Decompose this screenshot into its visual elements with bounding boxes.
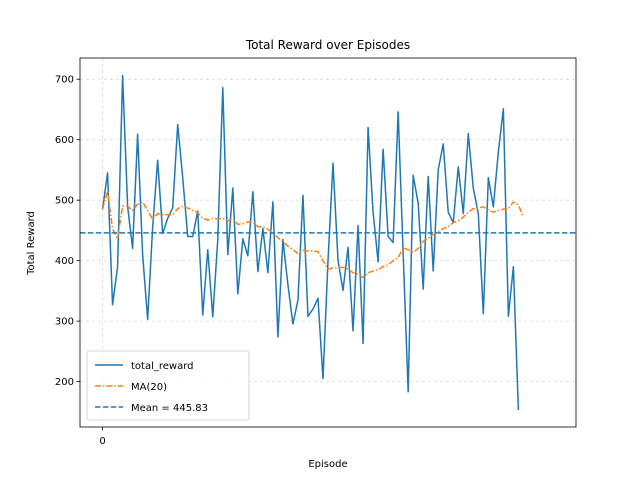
x-axis-label: Episode: [308, 459, 347, 470]
y-tick-label: 300: [55, 317, 74, 328]
y-tick-label: 600: [55, 135, 74, 146]
y-tick-label: 400: [55, 256, 74, 267]
y-axis-label: Total Reward: [26, 211, 37, 276]
legend-label-ma20: MA(20): [131, 382, 167, 393]
y-tick-label: 500: [55, 196, 74, 207]
x-tick-label: 0: [99, 436, 105, 447]
y-tick-label: 200: [55, 377, 74, 388]
total-reward-line: [101, 74, 520, 411]
legend-label-total-reward: total_reward: [131, 361, 194, 372]
moving-average-line: [101, 190, 525, 279]
plot-lines: [80, 74, 576, 411]
y-tick-label: 700: [55, 75, 74, 86]
chart-title: Total Reward over Episodes: [245, 38, 410, 52]
legend-label-mean: Mean = 445.83: [131, 403, 208, 414]
legend-box: [86, 350, 250, 421]
legend: total_reward MA(20) Mean = 445.83: [86, 350, 250, 421]
ticks: 200 300 400 500 600 700 0: [55, 75, 106, 447]
plot-frame: [79, 57, 577, 428]
